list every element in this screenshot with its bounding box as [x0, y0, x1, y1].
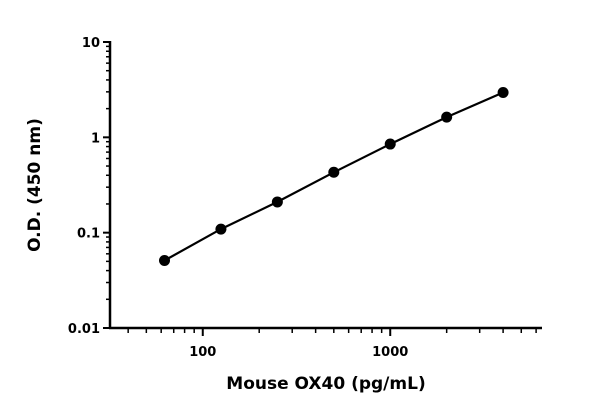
- data-point: [159, 255, 171, 267]
- y-axis-label: O.D. (450 nm): [25, 118, 45, 252]
- data-point: [497, 87, 509, 99]
- y-tick-label: 0.1: [77, 227, 100, 242]
- x-axis-label: Mouse OX40 (pg/mL): [226, 374, 425, 394]
- y-tick-label: 10: [82, 36, 100, 51]
- data-point: [384, 138, 396, 150]
- data-point: [328, 166, 340, 178]
- y-tick-label: 1: [91, 131, 100, 146]
- data-point: [271, 196, 283, 208]
- y-tick-label: 0.01: [68, 322, 100, 337]
- x-tick-label: 1000: [372, 345, 408, 360]
- x-tick-label: 100: [189, 345, 216, 360]
- data-point: [215, 223, 227, 235]
- data-point: [441, 111, 453, 123]
